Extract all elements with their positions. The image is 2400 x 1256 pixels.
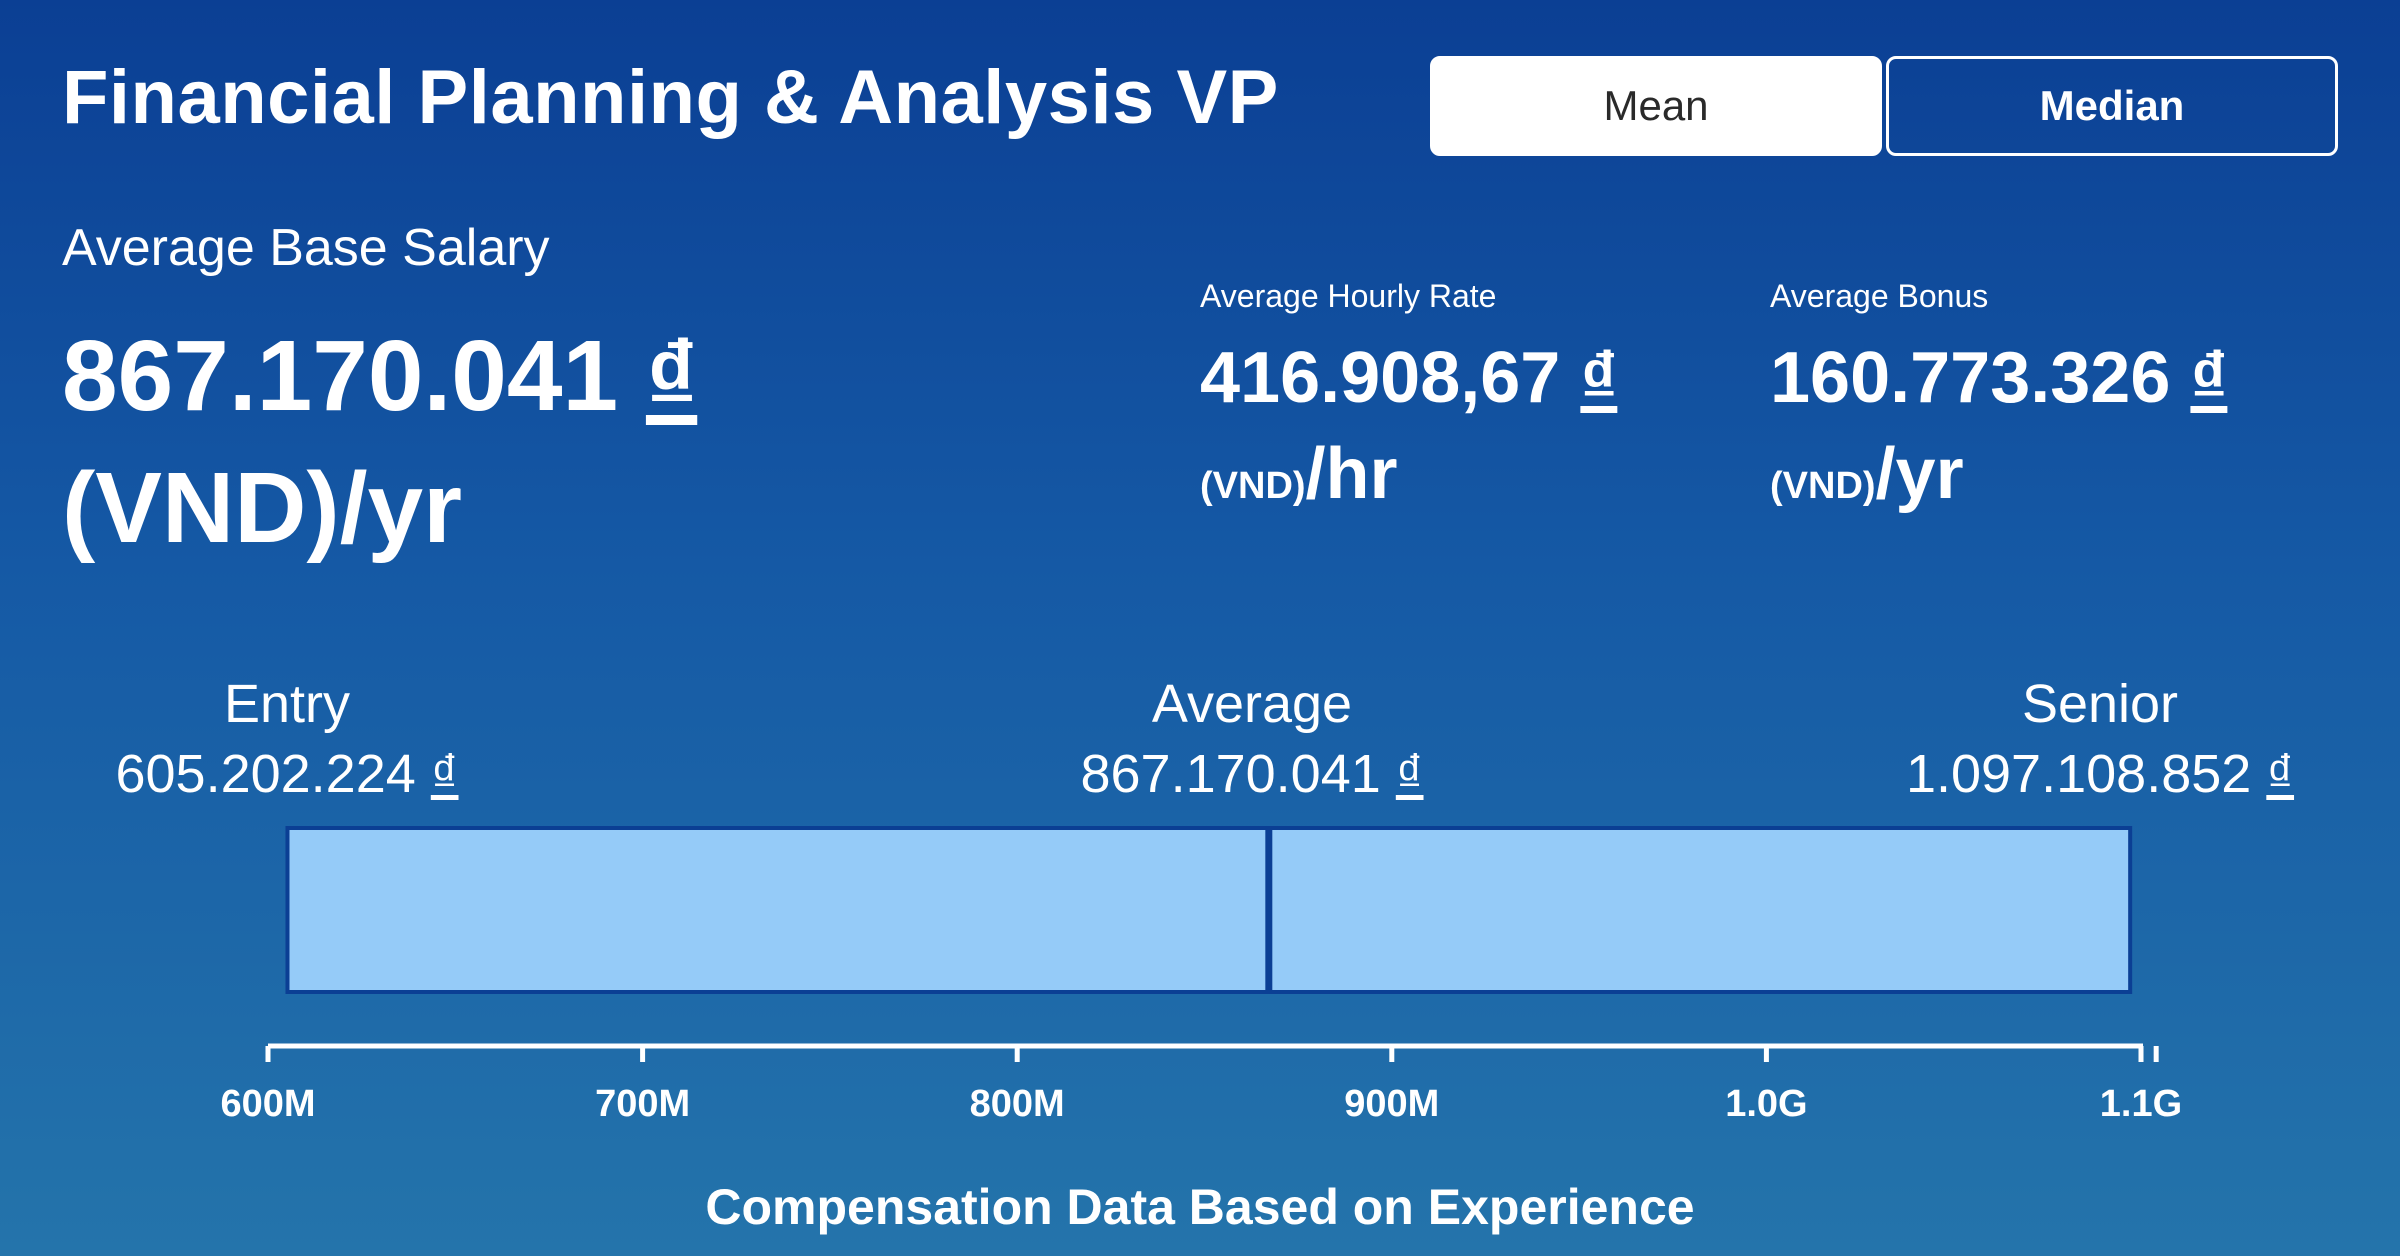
page-title: Financial Planning & Analysis VP bbox=[62, 55, 1279, 140]
base-salary-label: Average Base Salary bbox=[62, 219, 550, 277]
mean-toggle-button[interactable]: Mean bbox=[1430, 56, 1882, 156]
hourly-rate-unit-small: (VND) bbox=[1200, 465, 1306, 507]
hourly-rate-label: Average Hourly Rate bbox=[1200, 278, 1497, 314]
average-range-label: Average 867.170.041 ₫ bbox=[1080, 672, 1423, 812]
bonus-amount: 160.773.326 bbox=[1770, 338, 2171, 418]
hourly-rate-amount: 416.908,67 bbox=[1200, 338, 1561, 418]
median-toggle-button[interactable]: Median bbox=[1886, 56, 2338, 156]
base-salary-value: 867.170.041 ₫ (VND)/yr bbox=[62, 310, 962, 574]
entry-range-label: Entry 605.202.224 ₫ bbox=[115, 672, 458, 812]
x-tick-label: 900M bbox=[1344, 1083, 1439, 1125]
bar-average-to-senior bbox=[1266, 826, 2133, 994]
senior-amount: 1.097.108.852 bbox=[1905, 744, 2252, 804]
entry-amount: 605.202.224 bbox=[115, 744, 416, 804]
hourly-rate-currency: ₫ bbox=[1580, 338, 1618, 418]
average-amount: 867.170.041 bbox=[1080, 744, 1381, 804]
x-tick-label: 700M bbox=[595, 1083, 690, 1125]
chart-caption: Compensation Data Based on Experience bbox=[705, 1179, 1695, 1235]
hourly-rate-unit: /hr bbox=[1305, 434, 1398, 514]
x-axis-ticks: 600M 700M 800M 900M 1.0G 1.1G bbox=[220, 1046, 2182, 1125]
senior-value: 1.097.108.852 ₫ bbox=[1906, 736, 2294, 812]
bonus-unit-small: (VND) bbox=[1770, 465, 1876, 507]
bonus-unit: /yr bbox=[1875, 434, 1964, 514]
entry-value: 605.202.224 ₫ bbox=[115, 736, 458, 812]
bonus-currency: ₫ bbox=[2190, 338, 2228, 418]
senior-label: Senior bbox=[2021, 674, 2179, 734]
hourly-rate-value: 416.908,67 ₫ (VND)/hr bbox=[1200, 330, 1720, 534]
average-value: 867.170.041 ₫ bbox=[1080, 736, 1423, 812]
entry-label: Entry bbox=[223, 674, 351, 734]
base-salary-amount: 867.170.041 bbox=[62, 320, 619, 432]
senior-range-label: Senior 1.097.108.852 ₫ bbox=[1906, 672, 2294, 812]
x-tick-label: 600M bbox=[220, 1083, 315, 1125]
senior-currency: ₫ bbox=[2266, 744, 2295, 804]
base-salary-unit: (VND)/yr bbox=[62, 452, 463, 564]
x-tick-label: 1.1G bbox=[2100, 1083, 2182, 1125]
x-tick-label: 800M bbox=[970, 1083, 1065, 1125]
bonus-value: 160.773.326 ₫ (VND)/yr bbox=[1770, 330, 2290, 534]
entry-currency: ₫ bbox=[430, 744, 459, 804]
bonus-label: Average Bonus bbox=[1770, 278, 1989, 314]
base-salary-currency: ₫ bbox=[645, 320, 698, 432]
average-currency: ₫ bbox=[1395, 744, 1424, 804]
x-tick-label: 1.0G bbox=[1725, 1083, 1807, 1125]
average-label: Average bbox=[1151, 674, 1353, 734]
bar-entry-to-average bbox=[285, 826, 1271, 994]
